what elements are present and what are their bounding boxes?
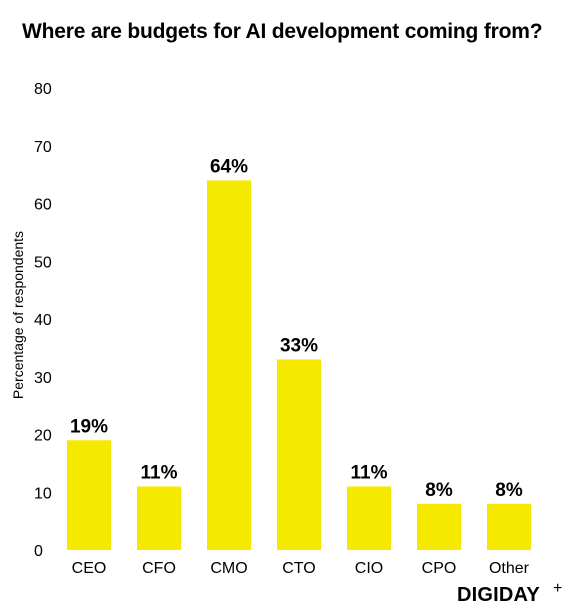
data-label-cpo: 8% [425, 480, 453, 501]
y-tick-label: 70 [34, 139, 52, 156]
y-axis-title: Percentage of respondents [10, 231, 26, 399]
y-axis-ticks: 0 10 20 30 40 50 60 70 80 [34, 81, 52, 560]
x-axis-labels: CEO CFO CMO CTO CIO CPO Other [72, 560, 530, 577]
bar-cio [347, 486, 391, 550]
data-label-other: 8% [495, 480, 523, 501]
y-tick-label: 50 [34, 254, 52, 271]
data-label-cto: 33% [280, 335, 318, 356]
x-tick-label-cmo: CMO [210, 560, 247, 577]
y-tick-label: 20 [34, 428, 52, 445]
x-tick-label-cto: CTO [282, 560, 315, 577]
bars-group [67, 180, 531, 550]
data-label-ceo: 19% [70, 416, 108, 437]
bar-cfo [137, 486, 181, 550]
x-tick-label-cpo: CPO [422, 560, 457, 577]
digiday-plus-mark: + [553, 580, 563, 597]
x-tick-label-other: Other [489, 560, 530, 577]
x-tick-label-ceo: CEO [72, 560, 107, 577]
x-tick-label-cfo: CFO [142, 560, 176, 577]
x-tick-label-cio: CIO [355, 560, 383, 577]
y-tick-label: 0 [34, 543, 43, 560]
bar-ceo [67, 440, 111, 550]
bar-cpo [417, 503, 461, 550]
bar-cmo [207, 180, 251, 550]
y-tick-label: 40 [34, 312, 52, 329]
chart-title: Where are budgets for AI development com… [22, 20, 543, 43]
data-label-cfo: 11% [141, 462, 178, 483]
y-axis-title-group: Percentage of respondents [10, 231, 26, 399]
y-tick-label: 60 [34, 197, 52, 214]
digiday-logo: DIGIDAY [457, 584, 540, 606]
y-tick-label: 10 [34, 485, 52, 502]
bar-other [487, 503, 531, 550]
data-label-cmo: 64% [210, 156, 248, 177]
data-labels-group: 19% 11% 64% 33% 11% 8% 8% [70, 156, 523, 500]
y-tick-label: 30 [34, 370, 52, 387]
y-tick-label: 80 [34, 81, 52, 98]
data-label-cio: 11% [351, 462, 388, 483]
bar-cto [277, 359, 321, 550]
